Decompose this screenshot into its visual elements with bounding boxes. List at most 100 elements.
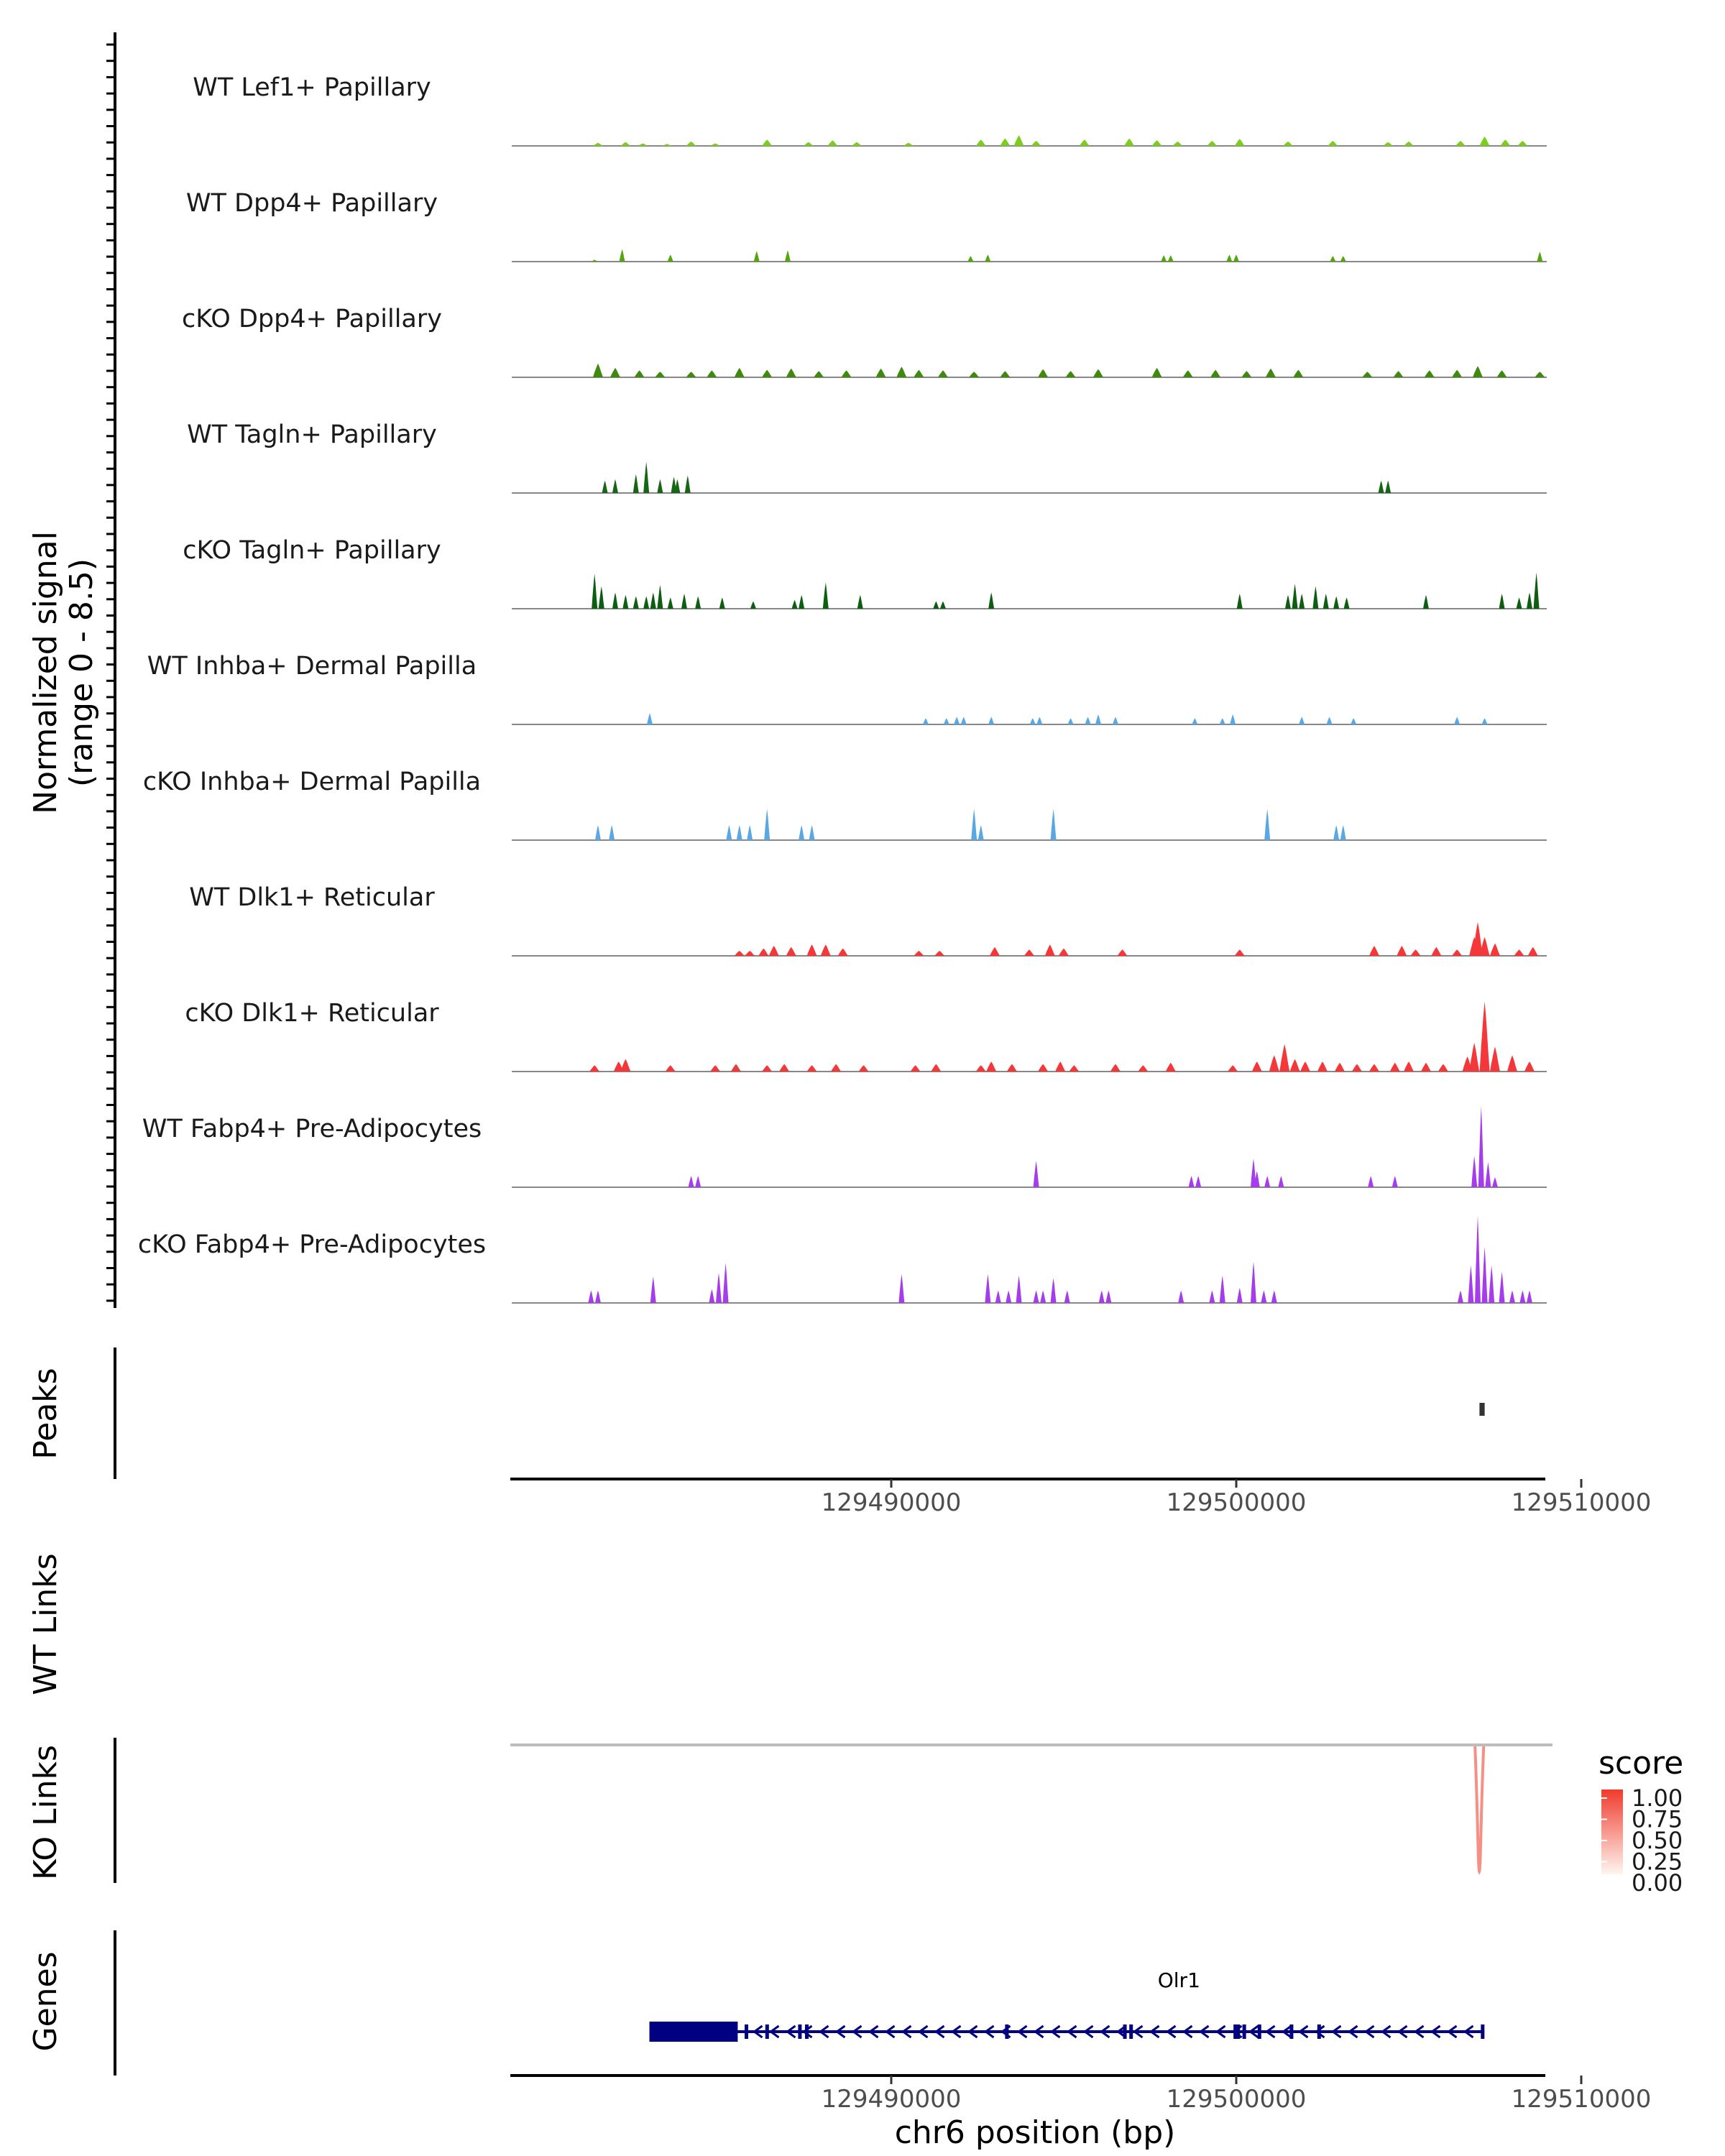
coverage-peak xyxy=(1278,1176,1284,1187)
coverage-peak xyxy=(1335,1062,1345,1072)
coverage-peak xyxy=(1317,1061,1328,1072)
track-label: cKO Dpp4+ Papillary xyxy=(182,305,442,333)
coverage-peak xyxy=(1236,594,1243,609)
coverage-peak xyxy=(1151,140,1162,146)
coverage-peak xyxy=(655,372,666,377)
coverage-peak xyxy=(1105,1290,1112,1303)
coverage-peak xyxy=(1138,1065,1149,1072)
coverage-peak xyxy=(1266,368,1276,377)
coverage-peak xyxy=(1326,717,1333,724)
track-label: WT Lef1+ Papillary xyxy=(193,73,431,102)
coverage-peak xyxy=(975,139,986,146)
gene-exon xyxy=(1005,2024,1009,2039)
coverage-peak xyxy=(674,479,681,493)
coverage-peak xyxy=(602,480,608,493)
coverage-peak xyxy=(753,251,760,262)
coverage-peak xyxy=(1207,141,1218,146)
coverage-peak xyxy=(910,1065,921,1072)
track-label: WT Dpp4+ Papillary xyxy=(186,189,438,218)
gene-exon xyxy=(1123,2024,1127,2039)
legend-label: 0.50 xyxy=(1632,1827,1683,1854)
coverage-peak xyxy=(593,142,603,146)
coverage-peak xyxy=(1178,1290,1184,1303)
track-cko-inhba-dermal-papilla: cKO Inhba+ Dermal Papilla xyxy=(143,768,1547,841)
coverage-peak xyxy=(988,717,995,724)
coverage-peak xyxy=(1234,949,1245,956)
gene-exon xyxy=(1317,2024,1321,2039)
track-label: WT Tagln+ Papillary xyxy=(187,420,437,449)
coverage-peak xyxy=(1369,1064,1379,1072)
coverage-peak xyxy=(1404,141,1414,146)
coverage-peak xyxy=(1490,1046,1500,1072)
coverage-peak xyxy=(827,140,838,146)
track-label: cKO Fabp4+ Pre-Adipocytes xyxy=(138,1230,486,1259)
coverage-peak xyxy=(657,584,663,609)
coverage-peak xyxy=(806,944,817,956)
track-wt-lef1-papillary: WT Lef1+ Papillary xyxy=(193,73,1547,147)
coverage-peak xyxy=(1069,1065,1080,1072)
strand-arrow xyxy=(884,2024,896,2039)
gene-exon xyxy=(649,2022,738,2042)
strand-arrow xyxy=(1182,2024,1193,2039)
ko-link-arc xyxy=(1473,1746,1486,1875)
legend-label: 0.75 xyxy=(1632,1806,1683,1833)
legend-label: 1.00 xyxy=(1632,1784,1683,1812)
coverage-peak xyxy=(1271,1290,1277,1303)
coverage-peak xyxy=(1050,1278,1057,1303)
coverage-peak xyxy=(1219,718,1225,724)
coverage-peak xyxy=(643,461,650,493)
coverage-peak xyxy=(1421,1062,1431,1072)
coverage-peak xyxy=(667,597,673,609)
track-wt-tagln-papillary: WT Tagln+ Papillary xyxy=(187,420,1547,494)
coverage-peak xyxy=(791,599,798,609)
strand-arrow xyxy=(768,2024,780,2039)
coverage-peak xyxy=(762,139,773,146)
coverage-peak xyxy=(1527,946,1538,956)
track-cko-fabp4-pre-adipocytes: cKO Fabp4+ Pre-Adipocytes xyxy=(138,1215,1547,1304)
coverage-peak xyxy=(1519,1290,1526,1303)
ko-links-panel: KO Links xyxy=(27,1738,1552,1883)
coverage-peak xyxy=(1499,1271,1505,1303)
coverage-peak xyxy=(940,601,946,609)
coverage-peak xyxy=(1423,594,1429,609)
legend-labels: 1.000.750.500.250.00 xyxy=(1601,1784,1683,1897)
coverage-peak xyxy=(1233,254,1239,262)
coverage-peak xyxy=(995,1290,1001,1303)
coverage-peak xyxy=(707,370,717,377)
strand-arrow xyxy=(1314,2024,1325,2039)
coverage-peak xyxy=(809,825,815,840)
coverage-peak xyxy=(822,582,829,609)
strand-arrow xyxy=(1248,2024,1259,2039)
coverage-peak xyxy=(595,825,601,840)
coverage-peak xyxy=(875,368,886,377)
coverage-peak xyxy=(898,1274,905,1303)
coverage-peak xyxy=(731,1064,741,1072)
coverage-peak xyxy=(1424,370,1435,377)
coverage-peak xyxy=(684,475,691,493)
coverage-peak xyxy=(831,1064,842,1072)
coverage-peak xyxy=(786,368,796,377)
strand-arrow xyxy=(1264,2024,1276,2039)
strand-arrow xyxy=(1016,2024,1028,2039)
coverage-peak xyxy=(1226,254,1233,262)
coverage-peak xyxy=(613,1061,624,1072)
coverage-peak xyxy=(1241,371,1252,377)
strand-arrow xyxy=(934,2024,945,2039)
coverage-peak xyxy=(1033,1161,1039,1187)
coverage-peak xyxy=(650,1276,656,1303)
coverage-peak xyxy=(650,592,656,609)
coverage-peak xyxy=(1209,1290,1215,1303)
coverage-peak xyxy=(1481,718,1488,724)
coverage-peak xyxy=(722,1263,729,1303)
coverage-peak xyxy=(1478,1105,1484,1187)
coverage-peak xyxy=(619,249,625,262)
coverage-peak xyxy=(686,141,696,146)
coverage-peak xyxy=(1368,1176,1374,1187)
coverage-peak xyxy=(1000,138,1011,146)
coverage-peak xyxy=(598,586,604,609)
strand-arrow xyxy=(1215,2024,1226,2039)
coverage-peak xyxy=(610,367,620,377)
genes-track-title: Genes xyxy=(27,1951,64,2051)
coverage-peak xyxy=(665,1065,676,1072)
